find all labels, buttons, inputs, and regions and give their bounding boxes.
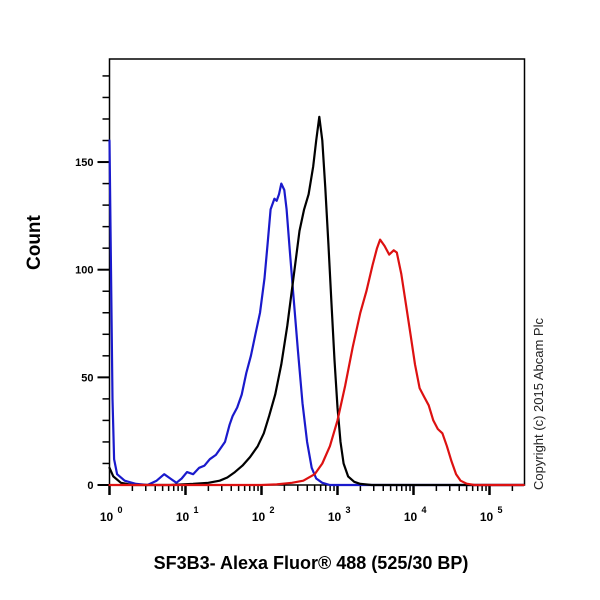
y-tick-label: 50 [81,372,93,384]
plot-frame [108,58,526,486]
x-tick-label: 10 4 [404,505,427,524]
series-curve-2 [108,238,525,487]
svg-text:5: 5 [498,505,503,515]
copyright-notice: Copyright (c) 2015 Abcam Plc [531,318,546,490]
svg-text:10: 10 [100,510,114,524]
x-tick-label: 10 0 [100,505,123,524]
y-tick-label: 150 [75,157,93,169]
x-tick-label: 10 5 [480,505,503,524]
svg-text:10: 10 [328,510,342,524]
svg-text:0: 0 [118,505,123,515]
svg-text:10: 10 [252,510,266,524]
histogram-series [108,115,525,487]
svg-text:3: 3 [346,505,351,515]
svg-text:10: 10 [176,510,190,524]
series-curve-0 [108,139,525,487]
y-axis-label: Count [24,215,45,270]
y-axis: 0 50 100 150 [75,75,110,492]
svg-text:2: 2 [270,505,275,515]
x-tick-label: 10 3 [328,505,351,524]
series-curve-1 [108,115,525,487]
svg-text:10: 10 [480,510,494,524]
x-tick-label: 10 2 [252,505,275,524]
x-axis-label: SF3B3- Alexa Fluor® 488 (525/30 BP) [153,553,469,573]
x-axis: 10 0 10 1 10 2 10 3 10 4 10 5 [100,485,514,524]
x-tick-label: 10 1 [176,505,199,524]
y-tick-label: 0 [87,480,93,492]
y-tick-label: 100 [75,265,93,277]
svg-text:1: 1 [194,505,199,515]
svg-text:10: 10 [404,510,418,524]
svg-text:4: 4 [422,505,427,515]
